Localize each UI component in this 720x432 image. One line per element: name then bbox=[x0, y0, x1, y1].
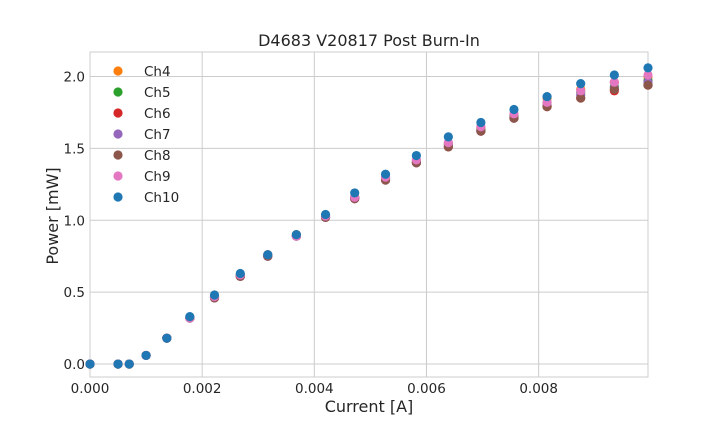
data-point bbox=[576, 79, 586, 89]
data-point bbox=[643, 63, 653, 73]
data-point bbox=[235, 268, 245, 279]
data-point bbox=[509, 104, 519, 115]
data-point bbox=[85, 359, 95, 369]
data-point bbox=[609, 77, 619, 87]
x-tick-label: 0.006 bbox=[407, 381, 446, 397]
data-points bbox=[85, 63, 653, 369]
y-tick-label: 0.5 bbox=[64, 285, 85, 301]
legend-marker bbox=[113, 171, 123, 181]
legend-marker bbox=[113, 129, 123, 139]
data-point bbox=[291, 230, 301, 240]
legend-item-ch10: Ch10 bbox=[113, 190, 179, 206]
data-point bbox=[113, 359, 123, 369]
data-point bbox=[643, 70, 653, 80]
y-tick-label: 2.0 bbox=[64, 69, 85, 85]
legend-item-ch5: Ch5 bbox=[113, 85, 171, 101]
legend-label: Ch10 bbox=[144, 190, 179, 206]
series-ch10 bbox=[85, 63, 653, 369]
data-point bbox=[643, 80, 653, 90]
legend-label: Ch6 bbox=[144, 106, 171, 122]
data-point bbox=[141, 350, 151, 361]
plot-area bbox=[89, 51, 649, 378]
data-point bbox=[185, 312, 195, 322]
data-point bbox=[609, 84, 619, 94]
legend-label: Ch9 bbox=[144, 169, 171, 185]
y-axis-label: Power [mW] bbox=[43, 167, 62, 264]
y-tick-label: 1.0 bbox=[64, 213, 85, 229]
x-tick-label: 0.004 bbox=[295, 381, 334, 397]
legend-label: Ch4 bbox=[144, 64, 171, 80]
data-point bbox=[576, 86, 586, 96]
grid bbox=[89, 51, 649, 378]
y-tick-label: 0.0 bbox=[64, 357, 85, 373]
data-point bbox=[263, 250, 273, 260]
legend-marker bbox=[113, 87, 123, 97]
data-point bbox=[209, 290, 220, 300]
chart-title: D4683 V20817 Post Burn-In bbox=[258, 31, 480, 50]
x-tick-label: 0.008 bbox=[519, 381, 558, 397]
legend-marker bbox=[113, 66, 123, 76]
legend-label: Ch8 bbox=[144, 148, 171, 164]
data-point bbox=[124, 359, 134, 369]
legend-label: Ch5 bbox=[144, 85, 171, 101]
data-point bbox=[542, 91, 552, 102]
legend-label: Ch7 bbox=[144, 127, 171, 143]
data-point bbox=[162, 333, 172, 343]
legend: Ch4 Ch5 Ch6 Ch7 Ch8 Ch9 Ch10 bbox=[113, 64, 179, 206]
data-point bbox=[350, 188, 360, 198]
legend-item-ch8: Ch8 bbox=[113, 148, 171, 164]
data-point bbox=[609, 70, 619, 80]
x-tick-label: 0.002 bbox=[183, 381, 222, 397]
legend-item-ch6: Ch6 bbox=[113, 106, 171, 122]
legend-marker bbox=[113, 192, 123, 202]
data-point bbox=[411, 150, 421, 161]
data-point bbox=[476, 117, 486, 128]
x-tick-label: 0.000 bbox=[71, 381, 110, 397]
legend-item-ch4: Ch4 bbox=[113, 64, 171, 80]
data-point bbox=[380, 169, 391, 179]
data-point bbox=[576, 93, 586, 103]
legend-item-ch7: Ch7 bbox=[113, 127, 171, 143]
y-tick-label: 1.5 bbox=[64, 141, 85, 157]
x-axis-label: Current [A] bbox=[325, 397, 414, 416]
legend-marker bbox=[113, 108, 123, 118]
legend-item-ch9: Ch9 bbox=[113, 169, 171, 185]
tick-labels: 0.000 0.002 0.004 0.006 0.008 0.0 0.5 1.0 1.5 2.0 bbox=[64, 69, 558, 397]
data-point bbox=[443, 132, 453, 142]
data-point bbox=[320, 209, 331, 220]
legend-marker bbox=[113, 150, 123, 160]
